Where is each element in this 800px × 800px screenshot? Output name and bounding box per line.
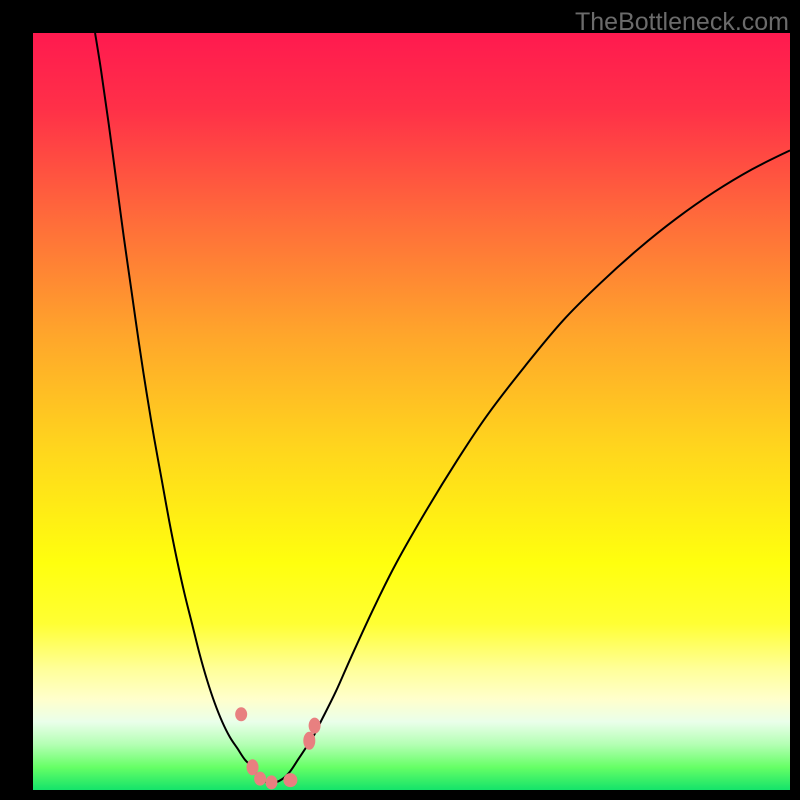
watermark-text: TheBottleneck.com (575, 8, 789, 37)
data-marker (254, 772, 266, 786)
data-marker (235, 707, 247, 721)
chart-container: TheBottleneck.com (0, 0, 800, 800)
data-marker (303, 732, 315, 750)
data-marker (283, 773, 297, 787)
data-marker (265, 775, 277, 789)
plot-background (33, 33, 790, 790)
data-marker (309, 718, 321, 734)
chart-svg (0, 0, 800, 800)
